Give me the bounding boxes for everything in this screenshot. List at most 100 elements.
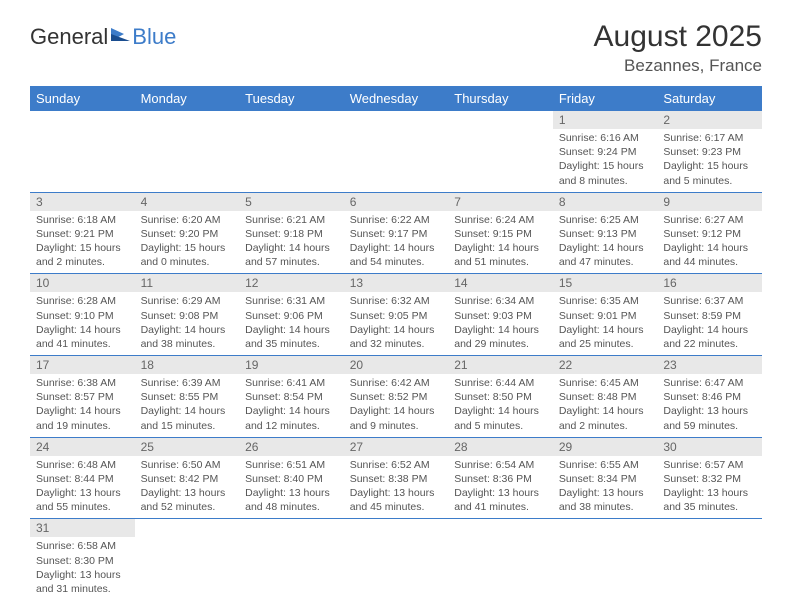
- calendar-cell: [135, 519, 240, 600]
- calendar-week: 24Sunrise: 6:48 AMSunset: 8:44 PMDayligh…: [30, 437, 762, 519]
- daylight-line: Daylight: 14 hours and 44 minutes.: [663, 241, 756, 269]
- day-body: Sunrise: 6:18 AMSunset: 9:21 PMDaylight:…: [30, 211, 135, 274]
- sunset-line: Sunset: 9:03 PM: [454, 309, 547, 323]
- day-number: 17: [30, 356, 135, 374]
- day-number: 31: [30, 519, 135, 537]
- sunrise-line: Sunrise: 6:47 AM: [663, 376, 756, 390]
- sunset-line: Sunset: 8:34 PM: [559, 472, 652, 486]
- calendar-cell: 30Sunrise: 6:57 AMSunset: 8:32 PMDayligh…: [657, 437, 762, 519]
- day-body: Sunrise: 6:52 AMSunset: 8:38 PMDaylight:…: [344, 456, 449, 519]
- day-body: Sunrise: 6:34 AMSunset: 9:03 PMDaylight:…: [448, 292, 553, 355]
- calendar-cell: 26Sunrise: 6:51 AMSunset: 8:40 PMDayligh…: [239, 437, 344, 519]
- sunrise-line: Sunrise: 6:25 AM: [559, 213, 652, 227]
- sunset-line: Sunset: 8:40 PM: [245, 472, 338, 486]
- calendar-cell: 15Sunrise: 6:35 AMSunset: 9:01 PMDayligh…: [553, 274, 658, 356]
- sunrise-line: Sunrise: 6:18 AM: [36, 213, 129, 227]
- day-body: Sunrise: 6:41 AMSunset: 8:54 PMDaylight:…: [239, 374, 344, 437]
- sunset-line: Sunset: 8:50 PM: [454, 390, 547, 404]
- daylight-line: Daylight: 14 hours and 57 minutes.: [245, 241, 338, 269]
- sunrise-line: Sunrise: 6:57 AM: [663, 458, 756, 472]
- sunrise-line: Sunrise: 6:55 AM: [559, 458, 652, 472]
- calendar-cell: 19Sunrise: 6:41 AMSunset: 8:54 PMDayligh…: [239, 356, 344, 438]
- day-body: Sunrise: 6:29 AMSunset: 9:08 PMDaylight:…: [135, 292, 240, 355]
- daylight-line: Daylight: 13 hours and 55 minutes.: [36, 486, 129, 514]
- calendar-cell: 29Sunrise: 6:55 AMSunset: 8:34 PMDayligh…: [553, 437, 658, 519]
- sunset-line: Sunset: 8:32 PM: [663, 472, 756, 486]
- sunset-line: Sunset: 9:17 PM: [350, 227, 443, 241]
- calendar-cell: 12Sunrise: 6:31 AMSunset: 9:06 PMDayligh…: [239, 274, 344, 356]
- day-body: Sunrise: 6:55 AMSunset: 8:34 PMDaylight:…: [553, 456, 658, 519]
- sunset-line: Sunset: 9:20 PM: [141, 227, 234, 241]
- sunrise-line: Sunrise: 6:41 AM: [245, 376, 338, 390]
- day-header: Tuesday: [239, 86, 344, 111]
- day-body: Sunrise: 6:35 AMSunset: 9:01 PMDaylight:…: [553, 292, 658, 355]
- day-number: 29: [553, 438, 658, 456]
- sunset-line: Sunset: 9:18 PM: [245, 227, 338, 241]
- sunrise-line: Sunrise: 6:28 AM: [36, 294, 129, 308]
- daylight-line: Daylight: 13 hours and 48 minutes.: [245, 486, 338, 514]
- day-number: 20: [344, 356, 449, 374]
- sunset-line: Sunset: 8:48 PM: [559, 390, 652, 404]
- calendar-cell: 31Sunrise: 6:58 AMSunset: 8:30 PMDayligh…: [30, 519, 135, 600]
- calendar-cell: 18Sunrise: 6:39 AMSunset: 8:55 PMDayligh…: [135, 356, 240, 438]
- sunset-line: Sunset: 9:10 PM: [36, 309, 129, 323]
- calendar-cell: 14Sunrise: 6:34 AMSunset: 9:03 PMDayligh…: [448, 274, 553, 356]
- day-number: 21: [448, 356, 553, 374]
- brand-part1: General: [30, 24, 108, 50]
- day-number: 14: [448, 274, 553, 292]
- day-number: 28: [448, 438, 553, 456]
- calendar-cell: [239, 111, 344, 192]
- day-body: Sunrise: 6:20 AMSunset: 9:20 PMDaylight:…: [135, 211, 240, 274]
- daylight-line: Daylight: 13 hours and 41 minutes.: [454, 486, 547, 514]
- calendar-cell: 27Sunrise: 6:52 AMSunset: 8:38 PMDayligh…: [344, 437, 449, 519]
- calendar-week: 10 Sunrise: 6:28 AMSunset: 9:10 PM Dayligh…: [30, 274, 762, 356]
- sunrise-line: Sunrise: 6:22 AM: [350, 213, 443, 227]
- sunrise-line: Sunrise: 6:51 AM: [245, 458, 338, 472]
- calendar-cell: 24Sunrise: 6:48 AMSunset: 8:44 PMDayligh…: [30, 437, 135, 519]
- sunrise-line: Sunrise: 6:52 AM: [350, 458, 443, 472]
- sunrise-line: Sunrise: 6:50 AM: [141, 458, 234, 472]
- day-header: Saturday: [657, 86, 762, 111]
- daylight-line: Daylight: 14 hours and 5 minutes.: [454, 404, 547, 432]
- sunrise-line: Sunrise: 6:48 AM: [36, 458, 129, 472]
- day-header: Thursday: [448, 86, 553, 111]
- daylight-line: Daylight: 13 hours and 45 minutes.: [350, 486, 443, 514]
- calendar-cell: 5Sunrise: 6:21 AMSunset: 9:18 PMDaylight…: [239, 192, 344, 274]
- sunset-line: Sunset: 9:13 PM: [559, 227, 652, 241]
- day-number: 6: [344, 193, 449, 211]
- day-body: Sunrise: 6:50 AMSunset: 8:42 PMDaylight:…: [135, 456, 240, 519]
- sunrise-line: Sunrise: 6:37 AM: [663, 294, 756, 308]
- calendar-cell: 7Sunrise: 6:24 AMSunset: 9:15 PMDaylight…: [448, 192, 553, 274]
- day-body: Sunrise: 6:58 AMSunset: 8:30 PMDaylight:…: [30, 537, 135, 600]
- day-body: Sunrise: 6:25 AMSunset: 9:13 PMDaylight:…: [553, 211, 658, 274]
- calendar-cell: 16Sunrise: 6:37 AMSunset: 8:59 PMDayligh…: [657, 274, 762, 356]
- sunrise-line: Sunrise: 6:17 AM: [663, 131, 756, 145]
- calendar-cell: [448, 111, 553, 192]
- sunrise-line: Sunrise: 6:35 AM: [559, 294, 652, 308]
- sunrise-line: Sunrise: 6:21 AM: [245, 213, 338, 227]
- sunset-line: Sunset: 8:55 PM: [141, 390, 234, 404]
- sunrise-line: Sunrise: 6:42 AM: [350, 376, 443, 390]
- day-body: Sunrise: 6:44 AMSunset: 8:50 PMDaylight:…: [448, 374, 553, 437]
- sunset-line: Sunset: 9:24 PM: [559, 145, 652, 159]
- daylight-line: Daylight: 14 hours and 32 minutes.: [350, 323, 443, 351]
- daylight-line: Daylight: 14 hours and 35 minutes.: [245, 323, 338, 351]
- day-number: 12: [239, 274, 344, 292]
- calendar-cell: [135, 111, 240, 192]
- day-number: 7: [448, 193, 553, 211]
- calendar-cell: [553, 519, 658, 600]
- day-body: Sunrise: 6:16 AMSunset: 9:24 PMDaylight:…: [553, 129, 658, 192]
- sunset-line: Sunset: 8:52 PM: [350, 390, 443, 404]
- calendar-week: 3Sunrise: 6:18 AMSunset: 9:21 PMDaylight…: [30, 192, 762, 274]
- day-number: 8: [553, 193, 658, 211]
- daylight-line: Daylight: 14 hours and 12 minutes.: [245, 404, 338, 432]
- sunrise-line: Sunrise: 6:29 AM: [141, 294, 234, 308]
- day-body: Sunrise: 6:17 AMSunset: 9:23 PMDaylight:…: [657, 129, 762, 192]
- daylight-line: Daylight: 15 hours and 0 minutes.: [141, 241, 234, 269]
- daylight-line: Daylight: 14 hours and 15 minutes.: [141, 404, 234, 432]
- day-header: Wednesday: [344, 86, 449, 111]
- day-number: 10: [30, 274, 135, 292]
- sunrise-line: Sunrise: 6:16 AM: [559, 131, 652, 145]
- sunset-line: Sunset: 9:23 PM: [663, 145, 756, 159]
- calendar-cell: [448, 519, 553, 600]
